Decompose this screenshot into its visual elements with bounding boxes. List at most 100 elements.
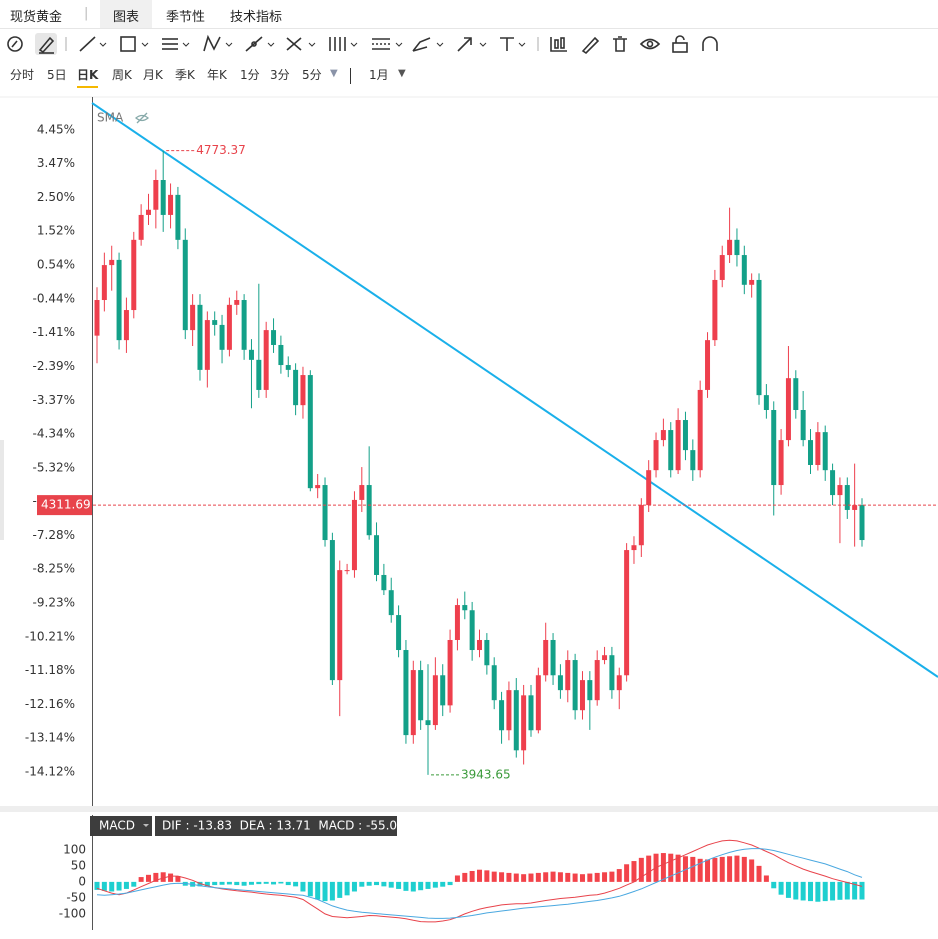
macd-bar [351, 881, 357, 892]
macd-bar [822, 881, 828, 902]
macd-bar [719, 856, 725, 882]
macd-bar [212, 881, 218, 886]
candle-body [168, 194, 174, 215]
macd-bar [859, 881, 865, 900]
candle-body [175, 194, 181, 240]
candle-body [351, 499, 357, 571]
candle-body [638, 505, 644, 546]
candle-body [727, 239, 733, 256]
candle-body [432, 675, 438, 726]
macd-bar [248, 881, 254, 885]
last-price-label: 4311.69 [41, 498, 91, 512]
tool-icon[interactable] [120, 36, 149, 52]
macd-bar [366, 881, 372, 886]
macd-bar [396, 881, 402, 889]
candle-body [859, 505, 865, 541]
pane-separator [0, 806, 938, 812]
macd-bar [675, 854, 681, 882]
range[interactable]: 1月 [369, 68, 389, 82]
period[interactable]: 1分 [240, 68, 260, 82]
tool-icon[interactable] [412, 37, 444, 52]
tab[interactable]: 技术指标 [230, 10, 283, 25]
tool-icon[interactable] [613, 36, 627, 52]
macd-bar [712, 857, 718, 882]
candle-body [109, 259, 115, 266]
low-label: 3943.65 [461, 767, 511, 781]
tab[interactable]: 季节性 [166, 10, 206, 25]
macd-bar [285, 881, 291, 886]
candle-body [499, 700, 505, 731]
candle-body [616, 675, 622, 691]
tool-icon[interactable] [203, 34, 233, 52]
period[interactable]: 月K [143, 68, 163, 82]
period[interactable]: 日K [77, 66, 99, 88]
macd-bar [454, 875, 460, 882]
hide-icon[interactable] [134, 112, 150, 124]
dropdown-arrow[interactable]: ▼ [330, 68, 338, 79]
macd-bar [204, 881, 210, 887]
chart: SMA MACD DIF : -13.83 DEA : 13.71 MACD :… [0, 96, 938, 930]
tool-icon[interactable] [702, 36, 718, 51]
macd-bar [572, 873, 578, 882]
macd-bar [469, 870, 475, 882]
y-tick-label: 1.52% [37, 224, 75, 238]
tool-icon[interactable] [162, 38, 190, 50]
candle-body [425, 720, 431, 726]
candle-body [145, 209, 151, 215]
period[interactable]: 年K [207, 68, 227, 82]
period[interactable]: 5分 [302, 68, 322, 82]
y-tick-label: -0.44% [33, 291, 75, 305]
tool-icon[interactable] [245, 36, 275, 52]
tool-icon[interactable] [286, 37, 316, 51]
macd-bar [234, 881, 240, 886]
candle-body [528, 695, 534, 731]
tool-icon[interactable] [550, 37, 567, 52]
candle-body [131, 239, 137, 311]
candle-body [712, 279, 718, 341]
candle-body [469, 610, 475, 651]
macd-bar [307, 881, 313, 897]
macd-bar [771, 881, 777, 889]
period[interactable]: 3分 [270, 68, 290, 82]
period[interactable]: 季K [175, 68, 195, 82]
candle-body [329, 540, 335, 681]
trend-line[interactable] [91, 102, 938, 678]
candle-body [484, 639, 490, 666]
period[interactable]: 5日 [47, 68, 67, 82]
macd-bar [697, 858, 703, 882]
candle-body [837, 485, 843, 496]
macd-bar [322, 881, 328, 902]
tool-icon[interactable] [329, 37, 358, 51]
macd-bar [705, 859, 711, 882]
candle-body [153, 180, 159, 210]
candle-body [204, 320, 210, 370]
macd-bar [690, 856, 696, 882]
macd-bar [756, 865, 762, 882]
tab[interactable]: 图表 [113, 10, 140, 25]
macd-bar [197, 881, 203, 887]
macd-bar [293, 881, 299, 887]
period[interactable]: 周K [112, 68, 132, 82]
macd-bar [315, 881, 321, 900]
candle-body [734, 239, 740, 256]
tool-icon[interactable] [372, 38, 403, 50]
dropdown-arrow[interactable]: ▼ [398, 68, 406, 79]
candle-body [793, 378, 799, 410]
macd-badge[interactable] [90, 816, 152, 836]
tool-icon[interactable] [672, 35, 688, 53]
candle-body [440, 675, 446, 706]
macd-bar [418, 881, 424, 891]
tool-icon[interactable] [581, 36, 600, 55]
macd-bar [602, 872, 608, 882]
candle-body [477, 639, 482, 651]
tool-icon[interactable] [79, 36, 107, 52]
tool-icon[interactable] [457, 37, 487, 52]
period[interactable]: 分时 [10, 68, 35, 82]
tool-icon[interactable] [500, 37, 526, 51]
tool-icon[interactable] [639, 38, 661, 50]
macd-bar [477, 869, 482, 882]
candle-body [719, 255, 725, 280]
tool-icon[interactable] [38, 36, 55, 54]
tool-icon[interactable] [7, 36, 23, 52]
macd-bar [565, 872, 571, 882]
